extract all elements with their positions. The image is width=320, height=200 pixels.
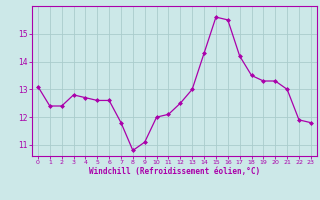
X-axis label: Windchill (Refroidissement éolien,°C): Windchill (Refroidissement éolien,°C) (89, 167, 260, 176)
